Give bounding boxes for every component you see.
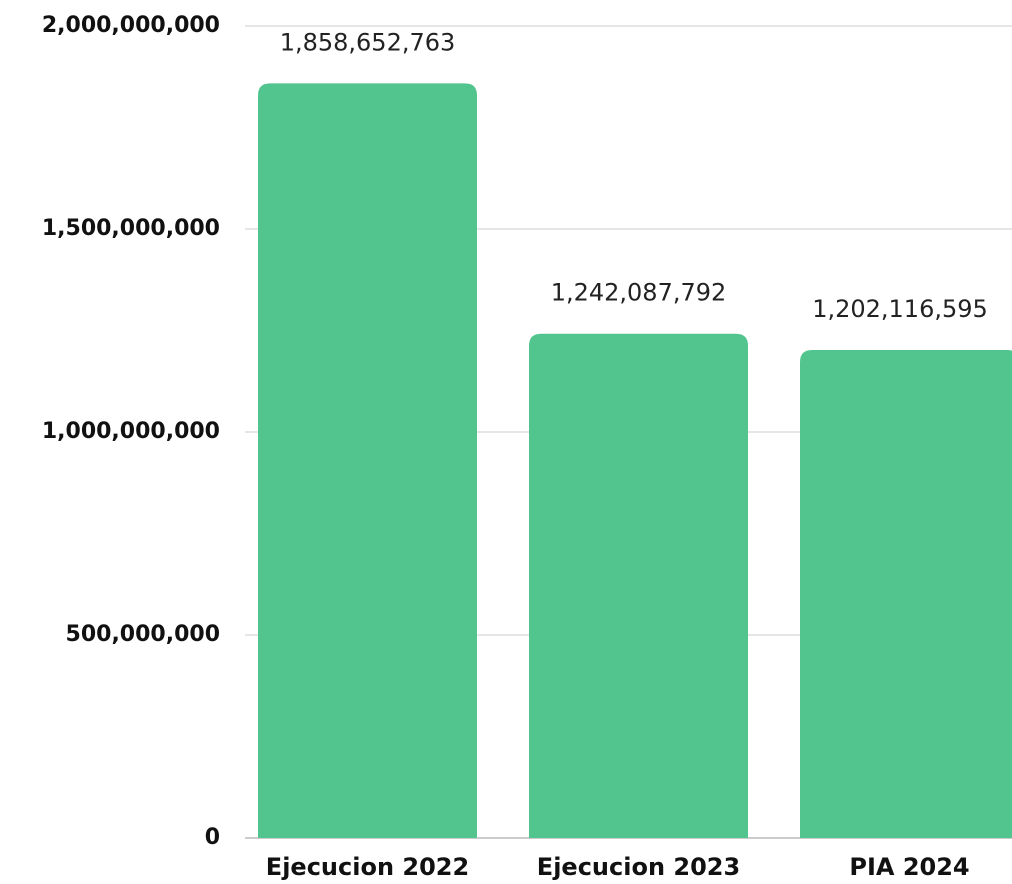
x-tick-label: Ejecucion 2023 [537,853,740,881]
value-label: 1,242,087,792 [551,279,727,307]
y-tick-label: 1,500,000,000 [42,216,220,241]
value-label: 1,858,652,763 [280,28,456,56]
y-tick-label: 1,000,000,000 [42,419,220,444]
y-tick-label: 500,000,000 [66,622,220,647]
value-label: 1,202,116,595 [812,295,988,323]
bar [529,333,748,838]
bar [258,83,477,839]
y-tick-label: 0 [205,825,220,850]
y-tick-label: 2,000,000,000 [42,13,220,38]
bar [800,349,1012,838]
x-tick-label: Ejecucion 2022 [266,853,469,881]
x-tick-label: PIA 2024 [849,853,969,881]
